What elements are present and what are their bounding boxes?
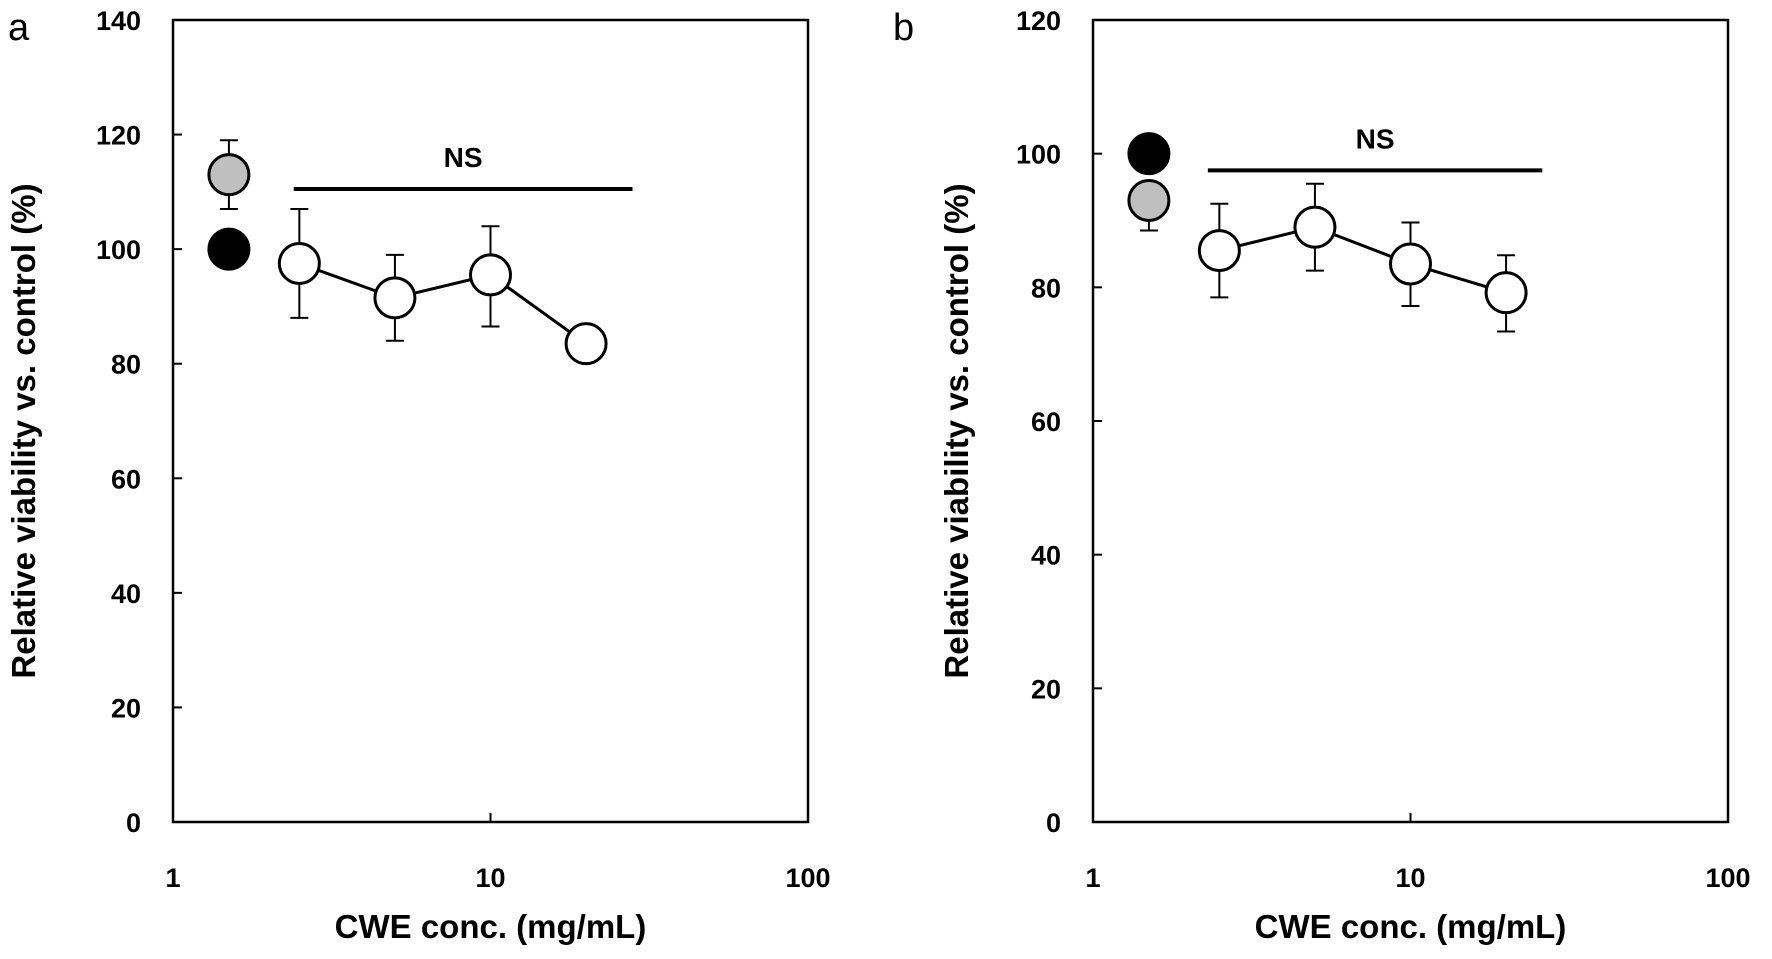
- significance-label: NS: [444, 142, 483, 173]
- panel-label: b: [893, 7, 914, 49]
- y-tick-label: 40: [1031, 541, 1061, 571]
- data-point: [1293, 205, 1337, 249]
- panel-label: a: [8, 7, 30, 49]
- y-tick-label: 40: [111, 579, 141, 609]
- y-tick-label: 80: [111, 350, 141, 380]
- data-point: [469, 253, 512, 297]
- data-point: [277, 241, 321, 285]
- series-line: [298, 262, 587, 345]
- x-tick-label: 10: [1395, 863, 1425, 893]
- x-tick-label: 1: [1085, 863, 1100, 893]
- significance-label: NS: [1356, 123, 1395, 154]
- y-tick-label: 60: [1031, 407, 1061, 437]
- data-point: [207, 153, 251, 197]
- y-axis-title: Relative viability vs. control (%): [5, 183, 42, 678]
- series-black-circle: [207, 227, 251, 271]
- series-open-circle: [1197, 182, 1528, 333]
- x-tick-label: 100: [785, 863, 830, 893]
- y-tick-label: 0: [126, 808, 141, 838]
- y-tick-label: 60: [111, 464, 141, 494]
- data-point: [1484, 271, 1528, 315]
- data-point: [1197, 229, 1241, 273]
- series-grey-circle: [207, 139, 251, 211]
- x-tick-label: 10: [475, 863, 505, 893]
- y-tick-label: 20: [111, 693, 141, 723]
- y-tick-label: 80: [1031, 273, 1061, 303]
- x-axis-title: CWE conc. (mg/mL): [1255, 908, 1567, 945]
- data-point: [373, 276, 417, 320]
- series-line: [1218, 225, 1507, 295]
- y-tick-label: 20: [1031, 674, 1061, 704]
- data-point: [564, 322, 608, 366]
- y-tick-label: 120: [96, 121, 141, 151]
- series-grey-circle: [1127, 178, 1171, 232]
- series-black-circle: [1127, 132, 1171, 176]
- data-point: [1389, 242, 1432, 286]
- plot-frame: [1091, 18, 1730, 824]
- x-tick-label: 100: [1705, 863, 1750, 893]
- y-tick-label: 100: [96, 235, 141, 265]
- data-point: [1127, 132, 1171, 176]
- y-tick-label: 120: [1016, 6, 1061, 36]
- x-axis-title: CWE conc. (mg/mL): [335, 908, 647, 945]
- plot-frame: [171, 18, 810, 824]
- chart-panel-a: a 0 20 40 60 80 100 120 140 1 10 100 CWE conc. (mg/m…: [5, 6, 831, 945]
- y-tick-label: 140: [96, 6, 141, 36]
- data-point: [1127, 178, 1171, 222]
- data-point: [207, 227, 251, 271]
- x-tick-label: 1: [165, 863, 180, 893]
- y-axis-title: Relative viability vs. control (%): [938, 183, 975, 678]
- series-open-circle: [277, 208, 608, 366]
- y-tick-label: 100: [1016, 140, 1061, 170]
- y-tick-label: 0: [1046, 808, 1061, 838]
